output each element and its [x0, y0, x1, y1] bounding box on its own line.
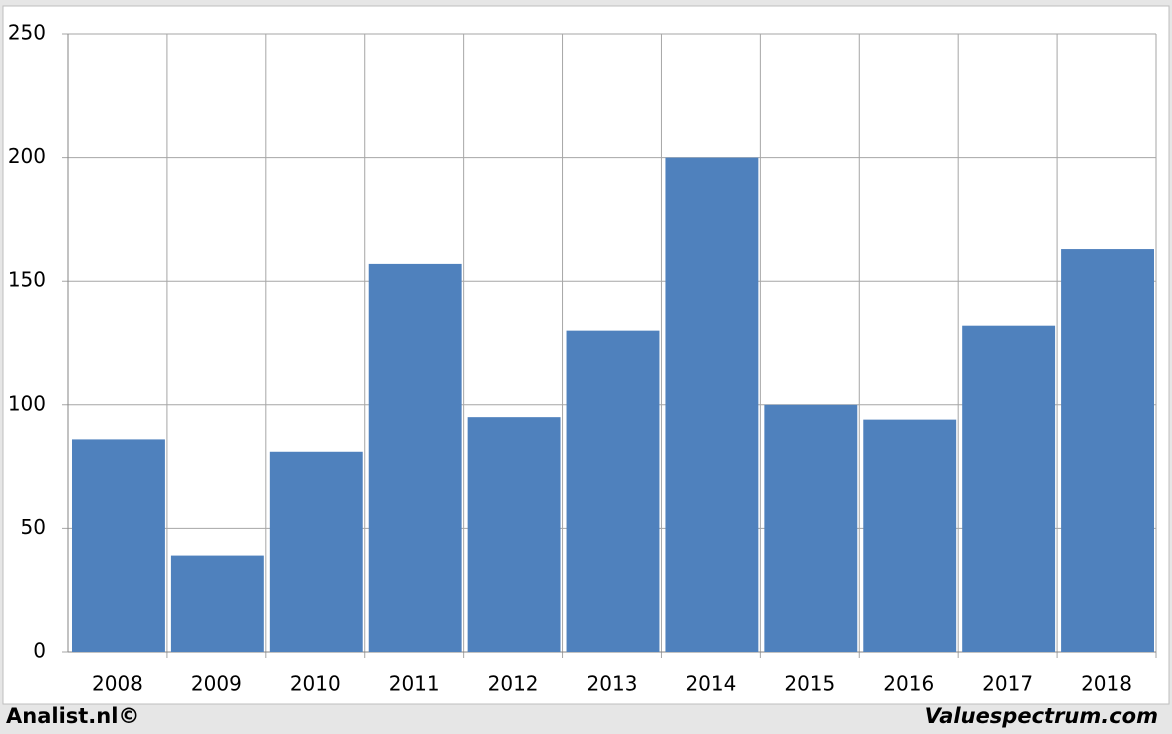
bar — [269, 451, 363, 652]
x-tick-label: 2016 — [883, 672, 934, 696]
bar — [72, 439, 165, 652]
y-tick-label: 100 — [8, 391, 46, 415]
footer-right: Valuespectrum.com — [925, 704, 1158, 728]
footer-left: Analist.nl© — [6, 704, 139, 728]
y-tick-label: 0 — [33, 639, 46, 663]
x-tick-label: 2013 — [587, 672, 638, 696]
x-tick-label: 2012 — [488, 672, 539, 696]
bar — [863, 419, 957, 652]
x-tick-label: 2009 — [191, 672, 242, 696]
y-tick-label: 200 — [8, 144, 46, 168]
x-tick-label: 2014 — [685, 672, 736, 696]
bar — [665, 157, 759, 652]
x-tick-label: 2017 — [982, 672, 1033, 696]
bar — [1061, 249, 1154, 652]
x-tick-label: 2015 — [784, 672, 835, 696]
bar — [566, 330, 660, 652]
y-tick-label: 50 — [21, 515, 46, 539]
x-tick-label: 2011 — [389, 672, 440, 696]
bar — [962, 325, 1056, 652]
y-tick-label: 150 — [8, 268, 46, 292]
x-tick-label: 2010 — [290, 672, 341, 696]
bar — [764, 404, 858, 652]
x-tick-label: 2008 — [92, 672, 143, 696]
bar — [368, 263, 462, 652]
bar — [170, 555, 264, 652]
x-tick-label: 2018 — [1081, 672, 1132, 696]
bar — [467, 417, 561, 652]
y-tick-label: 250 — [8, 21, 46, 45]
